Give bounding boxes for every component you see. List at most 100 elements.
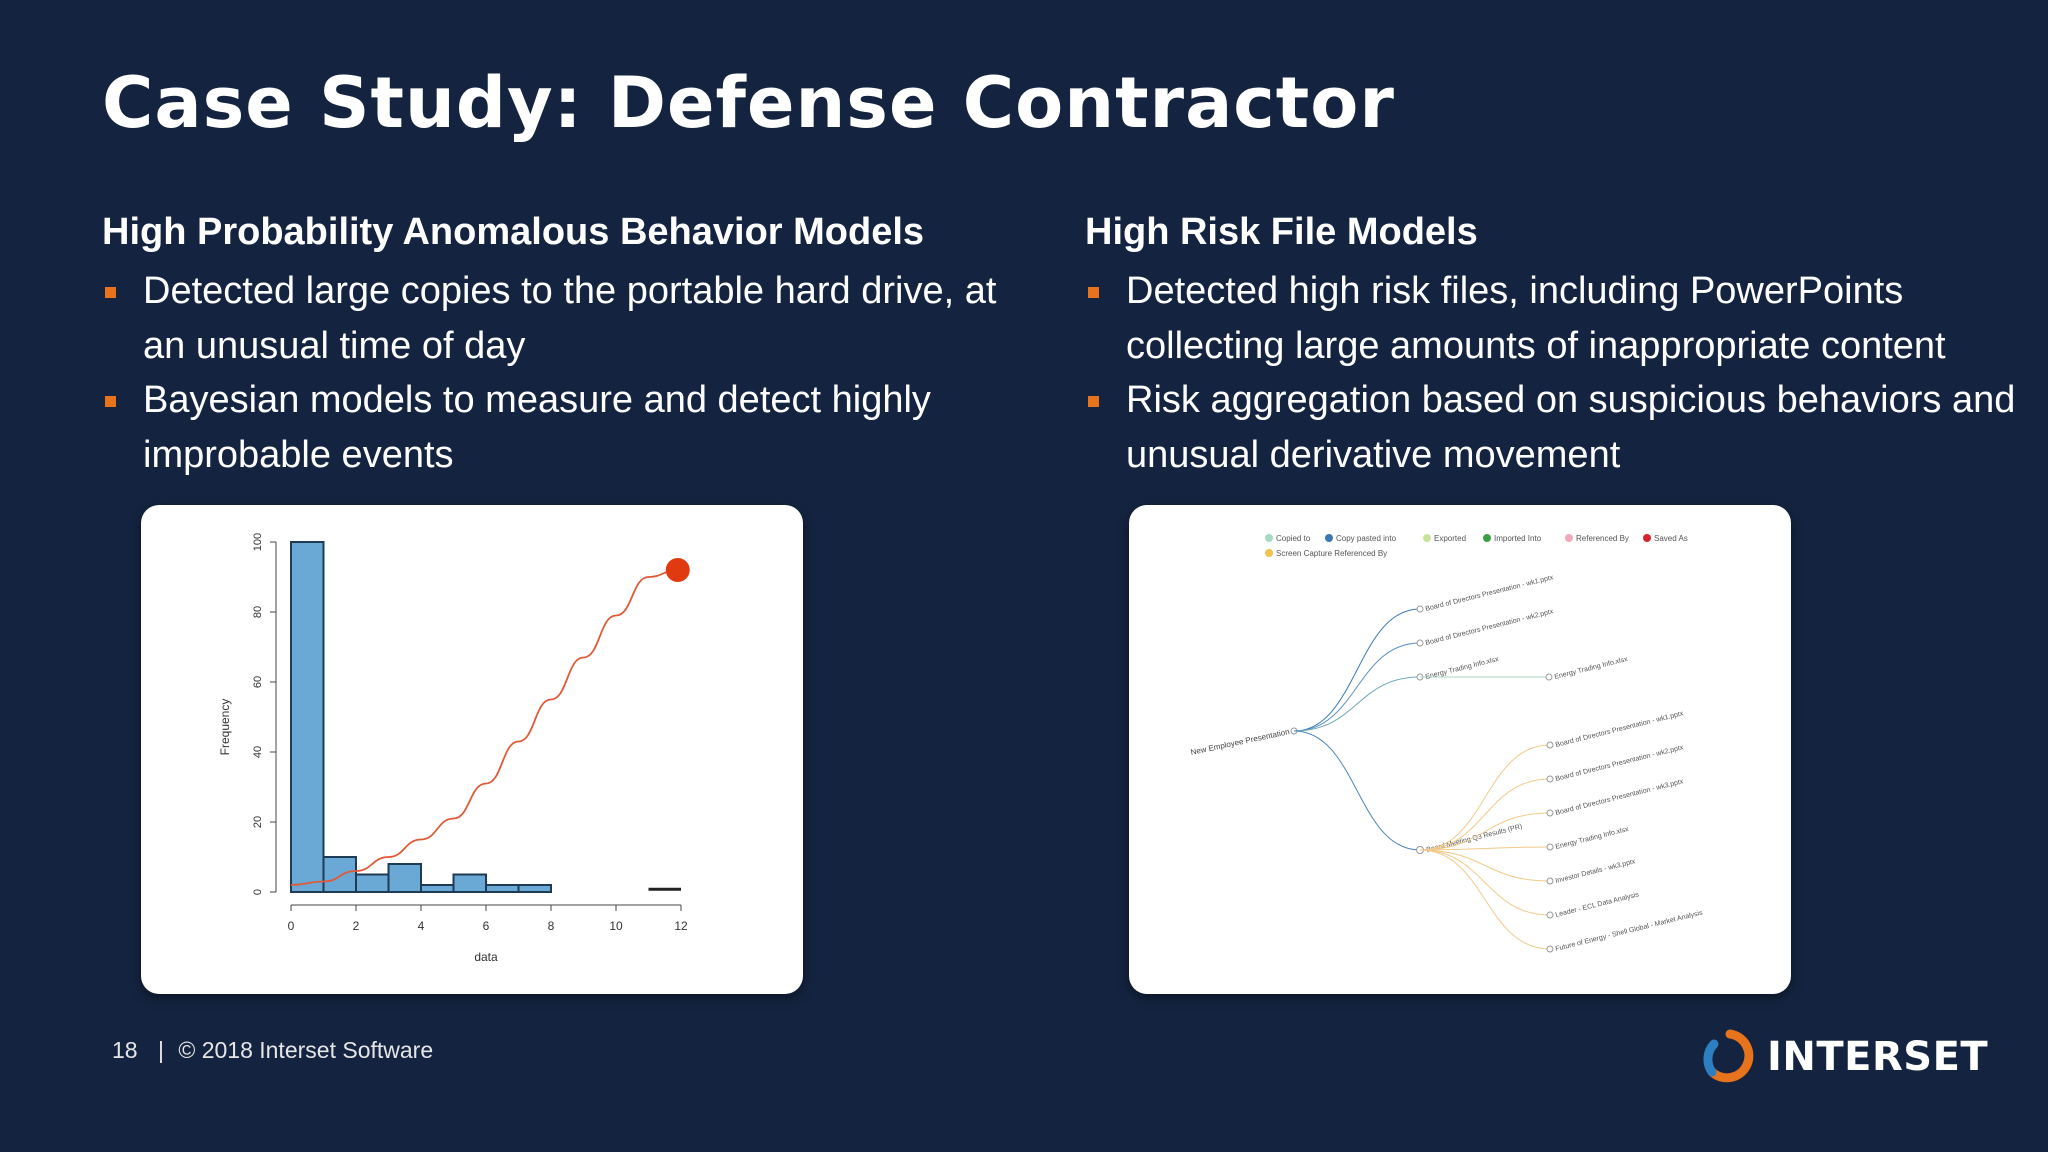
graph-edge — [1419, 846, 1551, 851]
legend-label: Exported — [1434, 534, 1466, 543]
legend-swatch-icon — [1565, 534, 1573, 542]
graph-node — [1546, 911, 1554, 919]
graph-edge — [1419, 849, 1551, 950]
x-tick-label: 4 — [418, 919, 425, 933]
page-number: 18 — [112, 1037, 138, 1063]
root-node-label: New Employee Presentation — [1190, 727, 1291, 757]
graph-node-label: Energy Trading Info.xlsx — [1554, 656, 1629, 681]
interset-logo: INTERSET — [1700, 1028, 1988, 1088]
probability-curve — [290, 569, 678, 886]
x-tick-label: 2 — [353, 919, 360, 933]
left-column-heading: High Probability Anomalous Behavior Mode… — [102, 211, 925, 253]
right-bullet-text: Risk aggregation based on suspicious beh… — [1126, 379, 2016, 476]
graph-edge — [1419, 744, 1551, 851]
graph-node — [1546, 877, 1554, 885]
graph-node — [1416, 639, 1424, 647]
y-tick-label: 100 — [252, 533, 264, 551]
legend-swatch-icon — [1423, 534, 1431, 542]
brand-wordmark: INTERSET — [1767, 1034, 1989, 1080]
histogram-chart: 0 20 40 60 80 100 Frequency 0 2 4 6 8 10 12 data — [218, 533, 690, 964]
right-column: High Risk File Models Detected high risk… — [1085, 208, 2025, 482]
histogram-bar — [387, 863, 422, 893]
interset-logo-icon — [1703, 1029, 1754, 1083]
x-tick-label: 8 — [548, 919, 555, 933]
graph-node-label: Board of Directors Presentation - wk1.pp… — [1425, 574, 1555, 613]
graph-edge — [1419, 812, 1551, 851]
graph-node-label: Board of Directors Presentation - wk2.pp… — [1555, 744, 1685, 783]
histogram-bar — [452, 873, 487, 893]
footer-separator: | — [157, 1037, 164, 1063]
left-bullet-text: Bayesian models to measure and detect hi… — [143, 379, 931, 476]
graph-node — [1545, 673, 1553, 681]
legend-swatch-icon — [1265, 534, 1273, 542]
bullet-square-icon — [105, 396, 116, 407]
graph-edge — [1293, 642, 1421, 732]
histogram-bar — [485, 884, 520, 893]
graph-node-label: Board of Directors Presentation - wk1.pp… — [1555, 710, 1685, 749]
legend-label: Referenced By — [1576, 534, 1629, 543]
legend-swatch-icon — [1483, 534, 1491, 542]
histogram-bar — [290, 541, 325, 893]
graph-edge — [1419, 778, 1551, 851]
y-tick-label: 20 — [252, 816, 264, 828]
x-tick-label: 6 — [483, 919, 490, 933]
anomaly-point — [665, 558, 690, 582]
right-column-heading: High Risk File Models — [1085, 211, 1478, 253]
lineage-graph-card: Copied to Copy pasted into Exported Importe… — [1129, 505, 1791, 994]
legend-label: Screen Capture Referenced By — [1276, 549, 1387, 558]
left-column: High Probability Anomalous Behavior Mode… — [102, 208, 1022, 482]
y-tick-label: 60 — [252, 676, 264, 688]
x-tick-label: 12 — [674, 919, 688, 933]
footer: 18 | © 2018 Interset Software — [112, 1037, 433, 1064]
graph-node — [1546, 843, 1554, 851]
histogram-bar — [322, 856, 357, 893]
graph-node-label: Investor Details - wk3.pptx — [1555, 858, 1637, 885]
right-bullet-list: Detected high risk files, including Powe… — [1085, 264, 2025, 482]
copyright-text: © 2018 Interset Software — [178, 1037, 434, 1063]
graph-edge — [1419, 849, 1551, 882]
lineage-graph: Copied to Copy pasted into Exported Importe… — [1190, 534, 1704, 953]
legend-swatch-icon — [1265, 549, 1273, 557]
graph-node-label: Leader - ECL Data Analysis — [1555, 891, 1640, 919]
histogram-bar — [355, 873, 390, 893]
graph-node-label: Future of Energy - Shell Global - Market… — [1555, 909, 1704, 953]
y-tick-label: 80 — [252, 606, 264, 618]
legend-swatch-icon — [1325, 534, 1333, 542]
histogram-card: 0 20 40 60 80 100 Frequency 0 2 4 6 8 10 12 data — [141, 505, 803, 994]
graph-node-label: Energy Trading Info.xlsx — [1555, 826, 1630, 851]
legend-label: Copy pasted into — [1336, 534, 1397, 543]
graph-node — [1416, 605, 1424, 613]
x-axis-label: data — [474, 950, 498, 964]
x-tick-label: 10 — [609, 919, 623, 933]
right-bullet-item: Detected high risk files, including Powe… — [1085, 264, 2025, 373]
graph-node — [1546, 741, 1554, 749]
left-bullet-list: Detected large copies to the portable ha… — [102, 264, 1022, 482]
graph-edge — [1419, 849, 1551, 916]
graph-edge — [1293, 730, 1421, 851]
graph-node — [1546, 945, 1554, 953]
right-bullet-text: Detected high risk files, including Powe… — [1126, 270, 1946, 367]
graph-node — [1546, 809, 1554, 817]
histogram-bar — [517, 884, 552, 893]
bullet-square-icon — [1088, 287, 1099, 298]
graph-node — [1546, 775, 1554, 783]
left-bullet-item: Detected large copies to the portable ha… — [102, 264, 1022, 373]
y-axis-label: Frequency — [218, 699, 232, 756]
legend-label: Imported Into — [1494, 534, 1542, 543]
right-bullet-item: Risk aggregation based on suspicious beh… — [1085, 373, 2025, 482]
graph-edge — [1293, 608, 1421, 732]
graph-edge — [1293, 676, 1421, 732]
slide-title: Case Study: Defense Contractor — [102, 62, 1395, 144]
x-tick-label: 0 — [288, 919, 295, 933]
left-bullet-text: Detected large copies to the portable ha… — [143, 270, 997, 367]
bullet-square-icon — [105, 287, 116, 298]
y-tick-label: 40 — [252, 746, 264, 758]
legend-label: Saved As — [1654, 534, 1688, 543]
graph-node-label: Board of Directors Presentation - wk3.pp… — [1555, 778, 1685, 817]
histogram-bar — [420, 884, 455, 893]
y-tick-label: 0 — [252, 889, 264, 895]
legend-swatch-icon — [1643, 534, 1651, 542]
legend-label: Copied to — [1276, 534, 1311, 543]
bullet-square-icon — [1088, 396, 1099, 407]
left-bullet-item: Bayesian models to measure and detect hi… — [102, 373, 1022, 482]
